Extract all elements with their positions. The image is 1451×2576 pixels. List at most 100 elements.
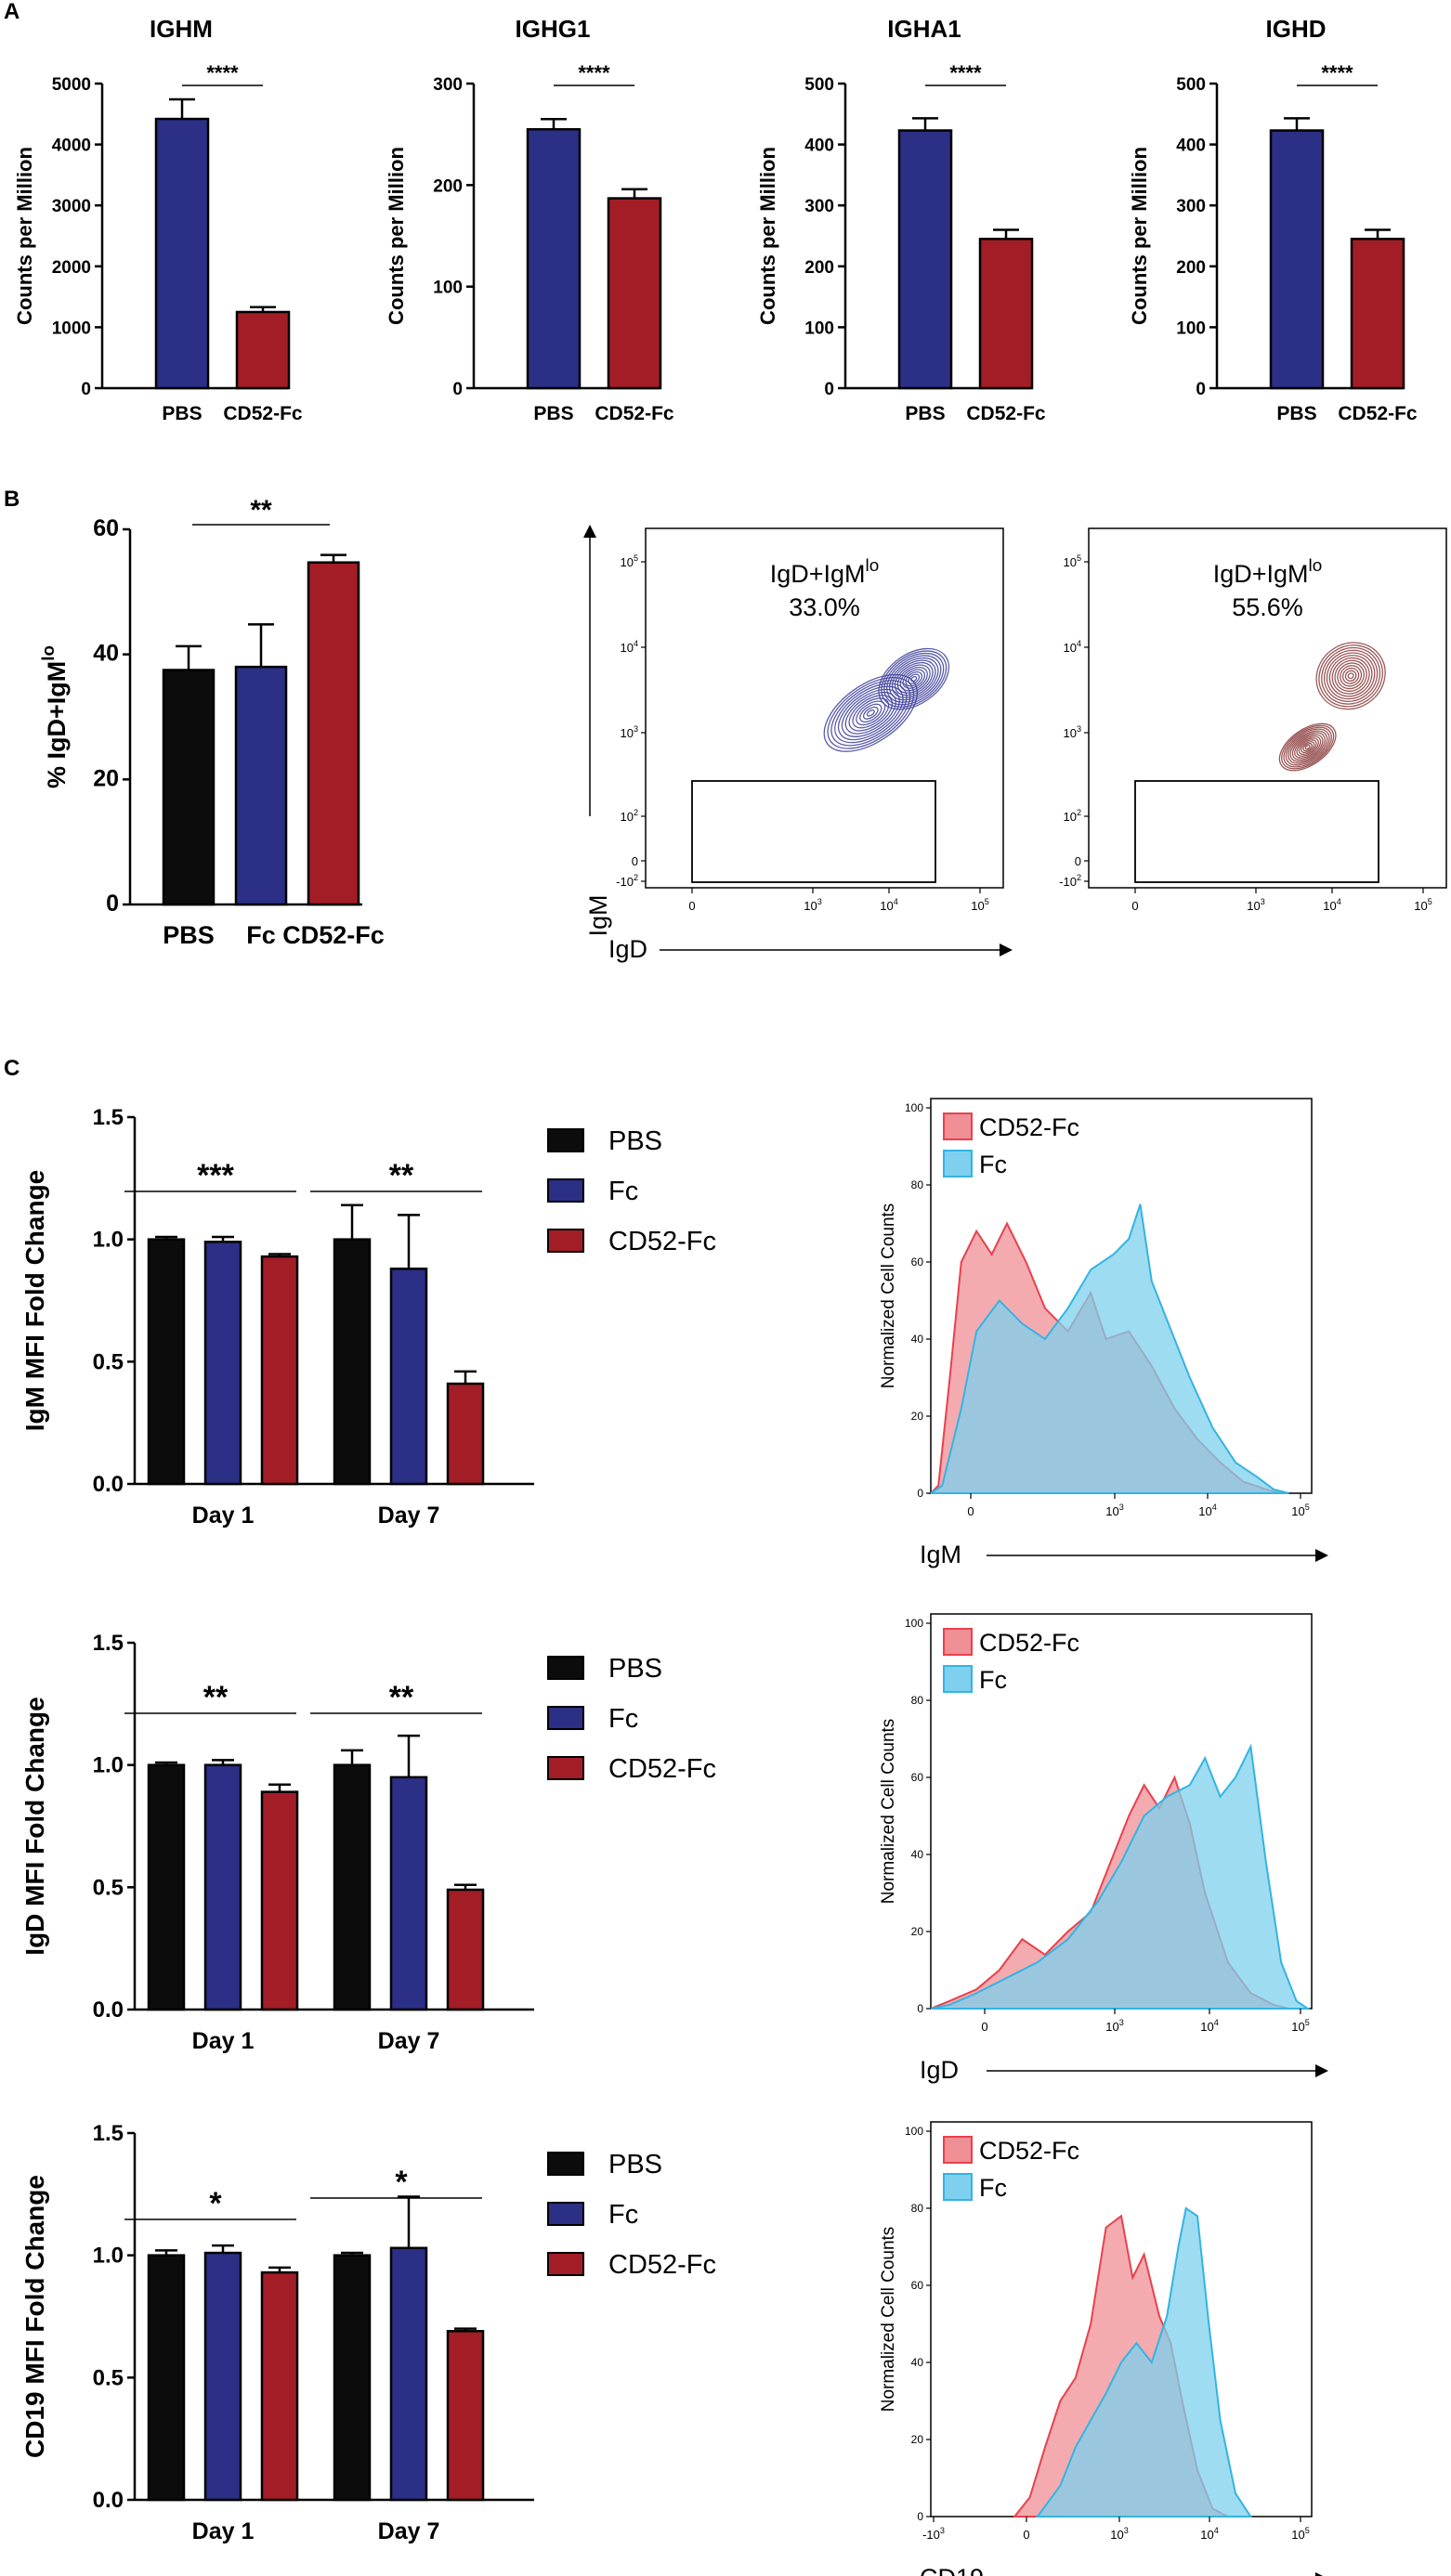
density-contour bbox=[1321, 646, 1381, 705]
x-tick-label: PBS bbox=[163, 921, 215, 949]
y-tick-label: 60 bbox=[911, 2279, 924, 2292]
gate-percent: 33.0% bbox=[789, 593, 860, 621]
y-tick-label-base: 0 bbox=[632, 854, 638, 868]
bar-cd52-fc-1 bbox=[446, 1888, 485, 2011]
y-axis-label-base: Counts per Million bbox=[756, 147, 779, 325]
chart-C2: IgD MFI Fold Change 0.0 0.5 1.0 1.5 Day 1 ** Da… bbox=[20, 1631, 716, 2054]
density-contour bbox=[1347, 672, 1354, 680]
density-contour bbox=[891, 659, 936, 698]
y-tick-label: 100 bbox=[1176, 319, 1206, 338]
bar-fc bbox=[234, 665, 288, 906]
y-tick-label: 1.0 bbox=[93, 1228, 124, 1253]
density-contour bbox=[1341, 667, 1360, 684]
x-group-label: Day 7 bbox=[378, 1503, 440, 1529]
y-tick-label: 0.5 bbox=[93, 1875, 124, 1900]
y-tick-label: 5000 bbox=[52, 75, 91, 95]
density-contour bbox=[1281, 724, 1335, 770]
x-tick-label-sup: 3 bbox=[1119, 2018, 1124, 2027]
y-tick-label: 4000 bbox=[52, 137, 91, 156]
x-tick-label: 104 bbox=[1200, 2018, 1219, 2034]
y-tick-label: 20 bbox=[911, 1410, 924, 1423]
histogram-fc bbox=[1035, 2206, 1253, 2517]
y-tick-label: 0 bbox=[1196, 380, 1206, 399]
x-tick-label: Fc bbox=[246, 921, 276, 949]
x-tick-label-base: 10 bbox=[1105, 2020, 1118, 2034]
x-tick-label: 105 bbox=[1291, 2526, 1310, 2542]
density-contour bbox=[827, 677, 915, 749]
x-tick-label: CD52-Fc bbox=[282, 921, 385, 949]
bar-cd52-fc bbox=[607, 197, 662, 390]
x-tick-label-sup: 4 bbox=[1214, 2018, 1219, 2027]
x-axis-label: IgD bbox=[608, 935, 647, 963]
density-contour bbox=[1304, 744, 1311, 750]
y-tick-label: -102 bbox=[1059, 873, 1081, 889]
y-tick-label: 60 bbox=[911, 1771, 924, 1784]
y-tick-label: 80 bbox=[911, 2202, 924, 2215]
x-tick-label: CD52-Fc bbox=[595, 403, 674, 424]
y-tick-label-sup: 2 bbox=[1077, 873, 1081, 882]
bar-cd52-fc-0 bbox=[260, 1255, 299, 1486]
y-tick-label-base: 0 bbox=[1075, 854, 1081, 868]
y-axis-label-base: Counts per Million bbox=[1128, 147, 1151, 325]
legend-swatch bbox=[547, 1656, 584, 1680]
y-tick-label-sup: 4 bbox=[1077, 639, 1081, 648]
plot-frame bbox=[1088, 527, 1447, 889]
significance-stars: **** bbox=[578, 61, 610, 85]
density-contour bbox=[1340, 665, 1363, 687]
density-contour bbox=[1326, 652, 1376, 700]
x-tick-label-base: 10 bbox=[1323, 899, 1336, 913]
legend-swatch bbox=[547, 1756, 584, 1780]
significance-stars: * bbox=[395, 2165, 408, 2200]
density-contour bbox=[1331, 657, 1370, 695]
bar-cd52-fc bbox=[1350, 238, 1405, 390]
y-tick-label: 2000 bbox=[52, 258, 91, 278]
y-tick-label: 102 bbox=[620, 808, 638, 824]
legend-label: PBS bbox=[608, 1654, 662, 1684]
density-contour bbox=[830, 680, 911, 747]
y-arrow-head bbox=[583, 525, 596, 538]
x-tick-label-base: 10 bbox=[971, 899, 984, 913]
y-axis-label: IgM MFI Fold Change bbox=[20, 1170, 49, 1432]
gate-percent: 55.6% bbox=[1232, 593, 1303, 621]
density-contour bbox=[1298, 739, 1317, 755]
x-arrow-head bbox=[1315, 1549, 1328, 1562]
y-tick-label: 105 bbox=[620, 553, 638, 569]
legend-label: CD52-Fc bbox=[979, 1629, 1079, 1657]
x-tick-label-base: 0 bbox=[981, 2020, 987, 2034]
bar-pbs-0 bbox=[147, 2254, 186, 2502]
legend-swatch bbox=[547, 2202, 584, 2226]
density-contour bbox=[862, 706, 879, 720]
y-tick-label: 400 bbox=[804, 137, 834, 156]
bar-fc-0 bbox=[203, 2251, 242, 2502]
y-tick-label-base: 10 bbox=[1063, 810, 1076, 824]
x-tick-label-base: 0 bbox=[967, 1504, 974, 1518]
y-tick-label: 100 bbox=[905, 1617, 923, 1630]
y-tick-label: 0 bbox=[917, 1487, 923, 1500]
x-tick-label: CD52-Fc bbox=[223, 403, 303, 424]
y-axis-label: IgD MFI Fold Change bbox=[20, 1697, 49, 1955]
chart-A1: IGHM Counts per Million 0 1000 2000 3000 4000 5… bbox=[13, 15, 303, 424]
legend-swatch bbox=[943, 1150, 973, 1177]
gate-label-sup: lo bbox=[1309, 556, 1323, 576]
density-contour bbox=[883, 652, 945, 706]
x-tick-label: 104 bbox=[1323, 897, 1341, 913]
x-axis-label: IgD bbox=[920, 2056, 959, 2084]
bar-cd52-fc-0 bbox=[260, 1790, 299, 2011]
density-contour bbox=[841, 688, 900, 737]
y-tick-label: 300 bbox=[804, 197, 834, 216]
density-contour bbox=[1315, 642, 1386, 710]
x-tick-label: 105 bbox=[971, 897, 989, 913]
x-tick-label-sup: 5 bbox=[1305, 2526, 1310, 2535]
x-tick-label: PBS bbox=[1276, 403, 1316, 424]
y-axis-label-base: % IgD+IgM bbox=[43, 661, 71, 788]
y-tick-label: 60 bbox=[911, 1255, 924, 1268]
legend-swatch bbox=[943, 2173, 973, 2201]
x-tick-label: 105 bbox=[1414, 897, 1432, 913]
bar-cd52-fc-1 bbox=[446, 1382, 485, 1486]
x-tick-label: -103 bbox=[922, 2526, 945, 2542]
x-tick-label: 104 bbox=[880, 897, 898, 913]
y-tick-label-sup: 2 bbox=[634, 808, 638, 817]
y-axis-label: % IgD+IgMlo bbox=[39, 645, 71, 788]
